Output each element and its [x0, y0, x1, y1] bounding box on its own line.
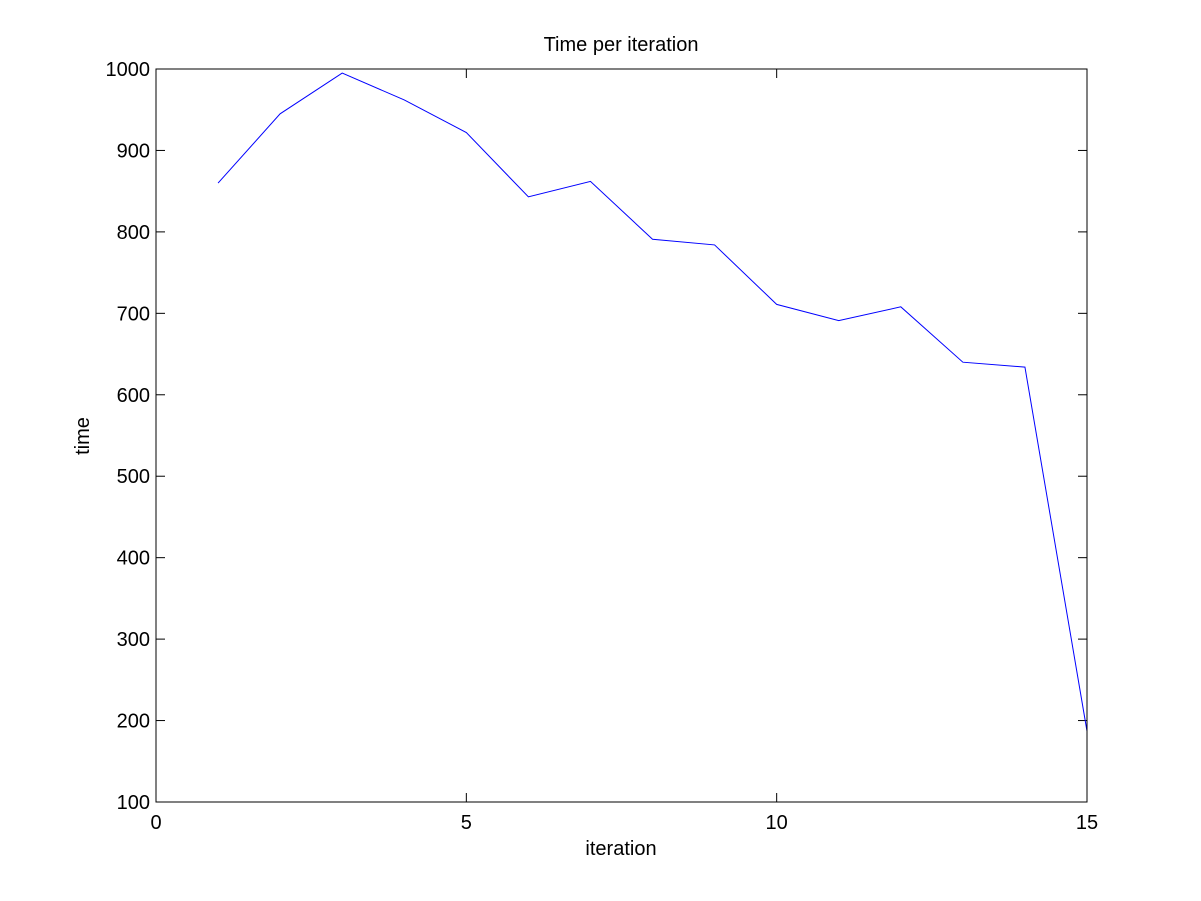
- y-tick-label: 300: [117, 629, 150, 651]
- chart-title: Time per iteration: [544, 34, 699, 56]
- x-tick-label: 15: [1076, 812, 1098, 834]
- x-axis-title: iteration: [585, 838, 656, 860]
- axis-ticks: 0 5 10 15 100 200 300 400 500 600 700 800 900 1000: [106, 59, 1099, 834]
- y-tick-label: 900: [117, 140, 150, 162]
- series-group: [217, 72, 1088, 732]
- y-axis-title: time: [72, 417, 94, 455]
- y-tick-label: 500: [117, 466, 150, 488]
- series-line: [217, 72, 1088, 732]
- x-tick-label: 5: [461, 812, 472, 834]
- y-tick-label: 1000: [106, 59, 151, 81]
- x-tick-label: 0: [150, 812, 161, 834]
- y-tick-label: 200: [117, 711, 150, 733]
- plot-frame: [155, 68, 1088, 803]
- y-tick-label: 800: [117, 222, 150, 244]
- y-tick-label: 400: [117, 548, 150, 570]
- y-tick-label: 700: [117, 303, 150, 325]
- y-tick-label: 600: [117, 385, 150, 407]
- x-tick-label: 10: [766, 812, 788, 834]
- y-tick-label: 100: [117, 792, 150, 814]
